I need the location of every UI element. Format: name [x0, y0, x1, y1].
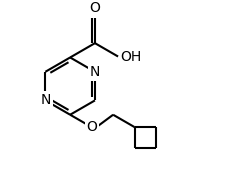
Text: O: O	[89, 2, 100, 15]
Text: O: O	[86, 120, 97, 134]
Text: N: N	[40, 93, 50, 108]
Text: OH: OH	[120, 50, 141, 63]
Text: N: N	[89, 65, 100, 79]
